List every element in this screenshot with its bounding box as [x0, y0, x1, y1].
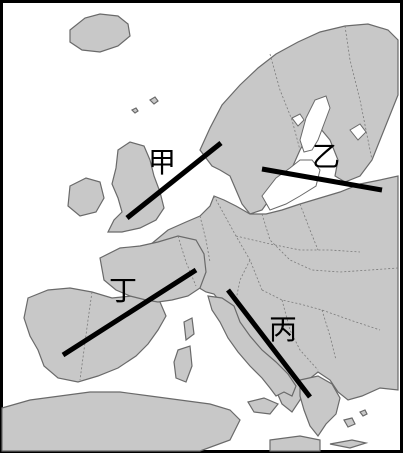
- north-africa-east: [269, 435, 321, 452]
- label-bing: 丙: [269, 313, 297, 346]
- label-yi: 乙: [312, 140, 340, 173]
- france: [99, 235, 207, 303]
- north-africa: [1, 391, 241, 452]
- sicily: [247, 397, 279, 415]
- lake: [291, 113, 305, 127]
- line-ding: [61, 267, 198, 358]
- label-ding: 丁: [109, 274, 137, 307]
- country-borders: [79, 25, 399, 381]
- great-britain: [107, 141, 165, 233]
- greece: [299, 375, 341, 438]
- label-jia: 甲: [148, 146, 176, 179]
- line-jia: [125, 141, 223, 220]
- line-yi: [261, 166, 383, 193]
- line-bing: [226, 288, 312, 399]
- sardinia: [173, 345, 193, 383]
- small-island: [130, 107, 139, 114]
- iceland: [69, 13, 131, 53]
- small-island: [149, 96, 159, 105]
- aegean-island: [359, 409, 368, 417]
- italy: [207, 295, 297, 397]
- ireland: [67, 177, 105, 217]
- corsica: [183, 317, 195, 342]
- crete: [329, 439, 369, 449]
- mainland-europe: [149, 175, 399, 413]
- aegean-island: [343, 417, 356, 428]
- gulf-of-bothnia: [299, 95, 331, 153]
